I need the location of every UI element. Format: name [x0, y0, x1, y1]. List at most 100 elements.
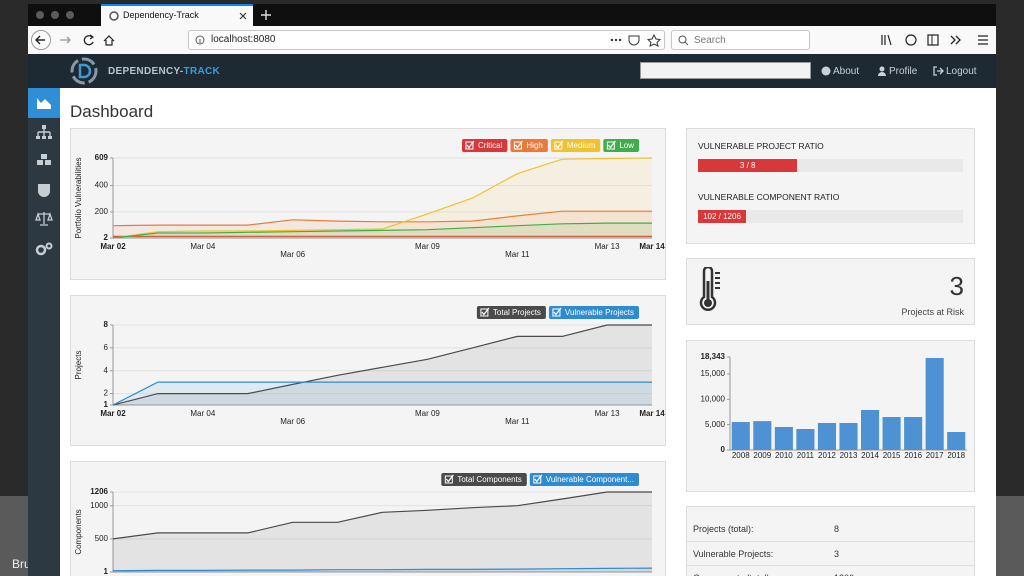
line-chart: 2 200 400 609 Portfolio Vulnerabilities Mar 0…	[74, 139, 665, 259]
about-icon	[821, 66, 831, 76]
url-bar[interactable]: localhost:8080	[188, 30, 665, 50]
legend-item[interactable]: Medium	[550, 139, 601, 152]
stat-value: 8	[834, 524, 840, 534]
checkmark	[534, 474, 543, 483]
bar	[731, 422, 750, 450]
y-tick-label: 2	[104, 233, 109, 242]
y-axis-label: Components	[74, 509, 83, 554]
logout-icon	[933, 66, 944, 76]
y-axis-label: Projects	[74, 351, 83, 380]
x-tick-label: Mar 13	[595, 409, 620, 418]
y-tick-label: 609	[95, 153, 109, 162]
checkmark	[466, 140, 475, 149]
x-tick-label: Mar 11	[505, 417, 530, 426]
ratio-title: VULNERABLE COMPONENT RATIO	[698, 192, 840, 202]
x-tick-label: Mar 14	[639, 409, 665, 418]
background-text: Bru	[12, 557, 31, 571]
nav-buttons[interactable]	[30, 29, 170, 51]
legend-item[interactable]: Low	[603, 139, 639, 152]
x-tick-label: Mar 09	[415, 409, 440, 418]
toolbar-icons[interactable]	[878, 32, 990, 48]
url-actions[interactable]	[609, 34, 665, 47]
brand-part: DEPENDENCY-	[108, 66, 184, 77]
y-tick-label: 400	[95, 181, 109, 190]
stat-value: 3	[834, 549, 840, 559]
y-tick-label: 6	[104, 343, 109, 352]
tab-close[interactable]	[239, 12, 247, 20]
legend-badge	[441, 473, 527, 486]
x-tick-label: 2018	[947, 451, 965, 460]
logo[interactable]	[68, 56, 100, 86]
series-line	[112, 567, 653, 572]
search-placeholder: Search	[694, 35, 726, 46]
chart-panel: 2 200 400 609 Portfolio Vulnerabilities Mar 0…	[70, 128, 666, 280]
nav-link[interactable]: About	[833, 66, 860, 77]
legend-item[interactable]: Total Projects	[476, 306, 546, 319]
nav-link[interactable]: Logout	[946, 66, 977, 77]
ratio-label: 3 / 8	[739, 161, 756, 170]
legend-item[interactable]: Critical	[461, 139, 508, 152]
bar	[796, 429, 815, 450]
checkbox	[533, 475, 542, 484]
new-tab[interactable]	[260, 9, 272, 21]
ratio-label: 102 / 1206	[703, 212, 741, 221]
x-tick-label: Mar 04	[190, 242, 215, 251]
legend-label: Total Components	[457, 475, 521, 484]
tab-strip: Dependency-Track	[28, 4, 996, 26]
checkbox	[444, 475, 453, 484]
y-tick-label: 500	[95, 534, 109, 543]
series-line	[112, 381, 652, 406]
y-tick-label: 18,343	[701, 352, 726, 361]
legend-item[interactable]: Vulnerable Projects	[548, 306, 639, 319]
y-tick-label: 8	[104, 320, 109, 329]
x-tick-label: 2010	[775, 451, 793, 460]
nav-link[interactable]: Profile	[889, 66, 918, 77]
brand[interactable]: DEPENDENCY-TRACK	[108, 66, 220, 77]
legend-item[interactable]: Vulnerable Component...	[529, 473, 639, 486]
x-tick-label: Mar 02	[100, 242, 126, 251]
x-tick-label: Mar 11	[505, 250, 530, 259]
y-tick-label: 1206	[90, 487, 108, 496]
area	[113, 325, 652, 405]
checkbox	[606, 141, 615, 150]
x-tick-label: Mar 13	[595, 242, 620, 251]
line-chart: 1 500 1000 1206 Components Vulnerable Compone…	[74, 473, 653, 576]
legend-label: Low	[619, 141, 634, 150]
favicon	[109, 11, 119, 21]
bar	[774, 426, 793, 450]
legend-item[interactable]: High	[510, 139, 548, 152]
x-tick-label: 2015	[883, 451, 901, 460]
y-tick-label: 2	[104, 389, 109, 398]
y-tick-label: 1000	[90, 501, 108, 510]
chart-panel: 0 5,000 10,000 15,000 18,343 2008 2009 2010 2011…	[686, 340, 975, 492]
chart-panel: 1 2 4 6 8 Projects Mar 02 Mar 04 Mar 06 Mar 09 Mar…	[70, 295, 666, 446]
stat-label: Vulnerable Projects:	[693, 549, 774, 559]
url-text: localhost:8080	[211, 34, 276, 45]
bar	[839, 422, 858, 450]
profile-icon	[878, 66, 886, 76]
y-tick-label: 5,000	[705, 420, 726, 429]
tab[interactable]: Dependency-Track	[101, 4, 253, 26]
window-controls[interactable]	[28, 4, 88, 26]
risk-value: 3	[949, 271, 964, 301]
legend-item[interactable]: Total Components	[441, 473, 527, 486]
legend-badge	[550, 139, 601, 152]
series-line	[112, 210, 652, 227]
legend-label: Total Projects	[493, 308, 541, 317]
bar	[925, 357, 944, 450]
sidebar-icons[interactable]	[28, 88, 60, 268]
y-tick-label: 15,000	[701, 369, 726, 378]
chart-panel: 1 500 1000 1206 Components Vulnerable Compone…	[70, 461, 666, 576]
stat-row: Vulnerable Projects: 3	[687, 541, 975, 566]
legend-badge	[476, 306, 546, 319]
series-line	[112, 157, 653, 239]
checkbox	[554, 141, 563, 150]
x-tick-label: Mar 06	[280, 417, 305, 426]
risk-label: Projects at Risk	[901, 307, 964, 317]
search-box[interactable]: Search	[671, 30, 810, 50]
legend-label: Vulnerable Projects	[565, 308, 634, 317]
legend-label: Vulnerable Component...	[546, 475, 634, 484]
y-tick-label: 10,000	[701, 394, 726, 403]
app-search[interactable]	[640, 62, 811, 79]
x-tick-label: 2011	[797, 451, 815, 460]
